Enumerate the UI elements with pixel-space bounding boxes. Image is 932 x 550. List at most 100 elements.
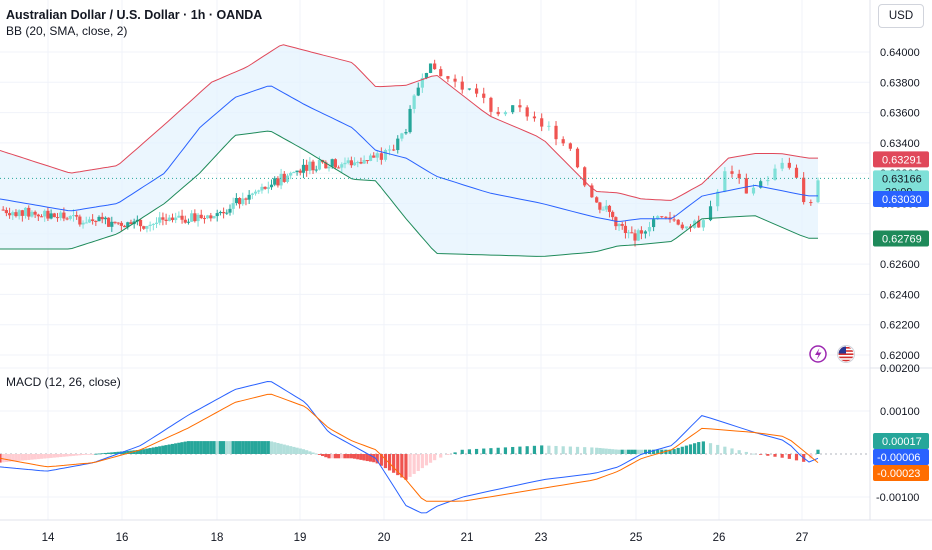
- candle: [52, 212, 56, 218]
- candle: [356, 160, 360, 168]
- candle: [308, 157, 312, 175]
- candle: [816, 177, 820, 204]
- histogram-bar: [301, 449, 306, 454]
- histogram-bar: [317, 454, 322, 455]
- histogram-bar: [518, 446, 522, 454]
- candle: [23, 207, 28, 219]
- histogram-bar: [30, 454, 34, 460]
- candle: [142, 225, 146, 230]
- histogram-bar: [467, 449, 472, 454]
- histogram-bar: [383, 454, 388, 469]
- macd-line: [0, 380, 819, 514]
- candle: [446, 75, 450, 83]
- histogram-bar: [260, 441, 264, 454]
- histogram-bar: [340, 454, 344, 459]
- histogram-bar: [525, 446, 529, 454]
- price-candles[interactable]: [1, 59, 820, 247]
- candle: [620, 221, 624, 230]
- price-tick-label: 0.63400: [880, 138, 920, 150]
- histogram-bar: [311, 452, 315, 454]
- time-tick-label: 18: [211, 532, 224, 544]
- candle: [794, 164, 799, 179]
- histogram-bar: [375, 454, 379, 464]
- lightning-icon[interactable]: [809, 345, 827, 363]
- histogram-bar: [59, 454, 63, 458]
- histogram-bar: [359, 454, 363, 460]
- candle: [416, 82, 420, 97]
- candle: [439, 66, 443, 77]
- bb-basis-line: [0, 85, 818, 222]
- histogram-bar: [46, 454, 50, 459]
- histogram-bar: [716, 444, 720, 454]
- histogram-bar: [672, 449, 676, 454]
- bb-indicator-label[interactable]: BB (20, SMA, close, 2): [6, 24, 128, 38]
- svg-text:0.63030: 0.63030: [882, 194, 922, 206]
- histogram-bar: [595, 447, 599, 454]
- histogram-bar: [231, 441, 235, 454]
- histogram-bar: [269, 441, 274, 454]
- histogram-bar: [620, 449, 624, 454]
- candle: [604, 200, 608, 213]
- price-tick-label: 0.62200: [880, 320, 920, 332]
- histogram-bar: [78, 454, 82, 456]
- macd-grid: [0, 367, 870, 520]
- candle: [362, 155, 366, 164]
- candle: [428, 63, 433, 74]
- histogram-bar: [561, 446, 565, 454]
- candle: [343, 157, 347, 169]
- candle: [59, 210, 63, 221]
- candle: [110, 216, 114, 232]
- currency-selector[interactable]: USD: [878, 4, 924, 28]
- candle: [408, 105, 412, 134]
- candle: [802, 172, 806, 205]
- candle: [766, 176, 770, 186]
- histogram-bar: [623, 449, 628, 454]
- histogram-bar: [314, 453, 318, 455]
- candle: [186, 218, 191, 225]
- histogram-bar: [228, 441, 232, 454]
- histogram-bar: [27, 454, 31, 460]
- histogram-bar: [343, 454, 347, 459]
- candle: [340, 162, 344, 173]
- macd-indicator-label[interactable]: MACD (12, 26, close): [6, 375, 121, 389]
- histogram-bar: [496, 447, 500, 454]
- price-tick-label: 0.64000: [880, 47, 920, 59]
- histogram-bar: [744, 451, 748, 454]
- histogram-bar: [292, 446, 296, 454]
- candle: [279, 168, 283, 190]
- histogram-bar: [206, 441, 210, 454]
- time-tick-label: 26: [713, 532, 726, 544]
- time-tick-label: 20: [378, 532, 391, 544]
- histogram-bar: [356, 454, 360, 460]
- histogram-bar: [668, 449, 672, 454]
- candle: [375, 150, 379, 162]
- candle: [273, 176, 277, 187]
- candle: [561, 136, 565, 147]
- histogram-bar: [400, 454, 404, 478]
- candle: [568, 142, 572, 151]
- time-axis[interactable]: 14 16 18 19 20 21 23 25 26 27: [42, 532, 809, 544]
- time-tick-label: 23: [535, 532, 548, 544]
- histogram-bar: [614, 449, 618, 454]
- candle: [75, 211, 79, 220]
- histogram-bar: [91, 454, 95, 455]
- price-axis[interactable]: 0.640000.638000.636000.634000.632000.630…: [876, 47, 920, 504]
- histogram-bar: [568, 446, 572, 454]
- candle: [199, 209, 203, 220]
- candle: [723, 167, 727, 193]
- price-badge-bb_upper: 0.63291: [873, 151, 929, 168]
- candle: [285, 173, 290, 184]
- us-flag-icon[interactable]: [837, 345, 855, 363]
- histogram-bar: [148, 448, 152, 454]
- candle: [368, 153, 373, 162]
- candle: [336, 165, 341, 169]
- histogram-bar: [107, 452, 111, 454]
- candle: [540, 113, 544, 132]
- candle: [148, 221, 152, 232]
- macd-tick-label: -0.00100: [876, 492, 919, 504]
- chart-title[interactable]: Australian Dollar / U.S. Dollar · 1h · O…: [6, 8, 263, 22]
- candle: [266, 181, 270, 194]
- candle: [595, 196, 599, 203]
- candle: [627, 229, 631, 239]
